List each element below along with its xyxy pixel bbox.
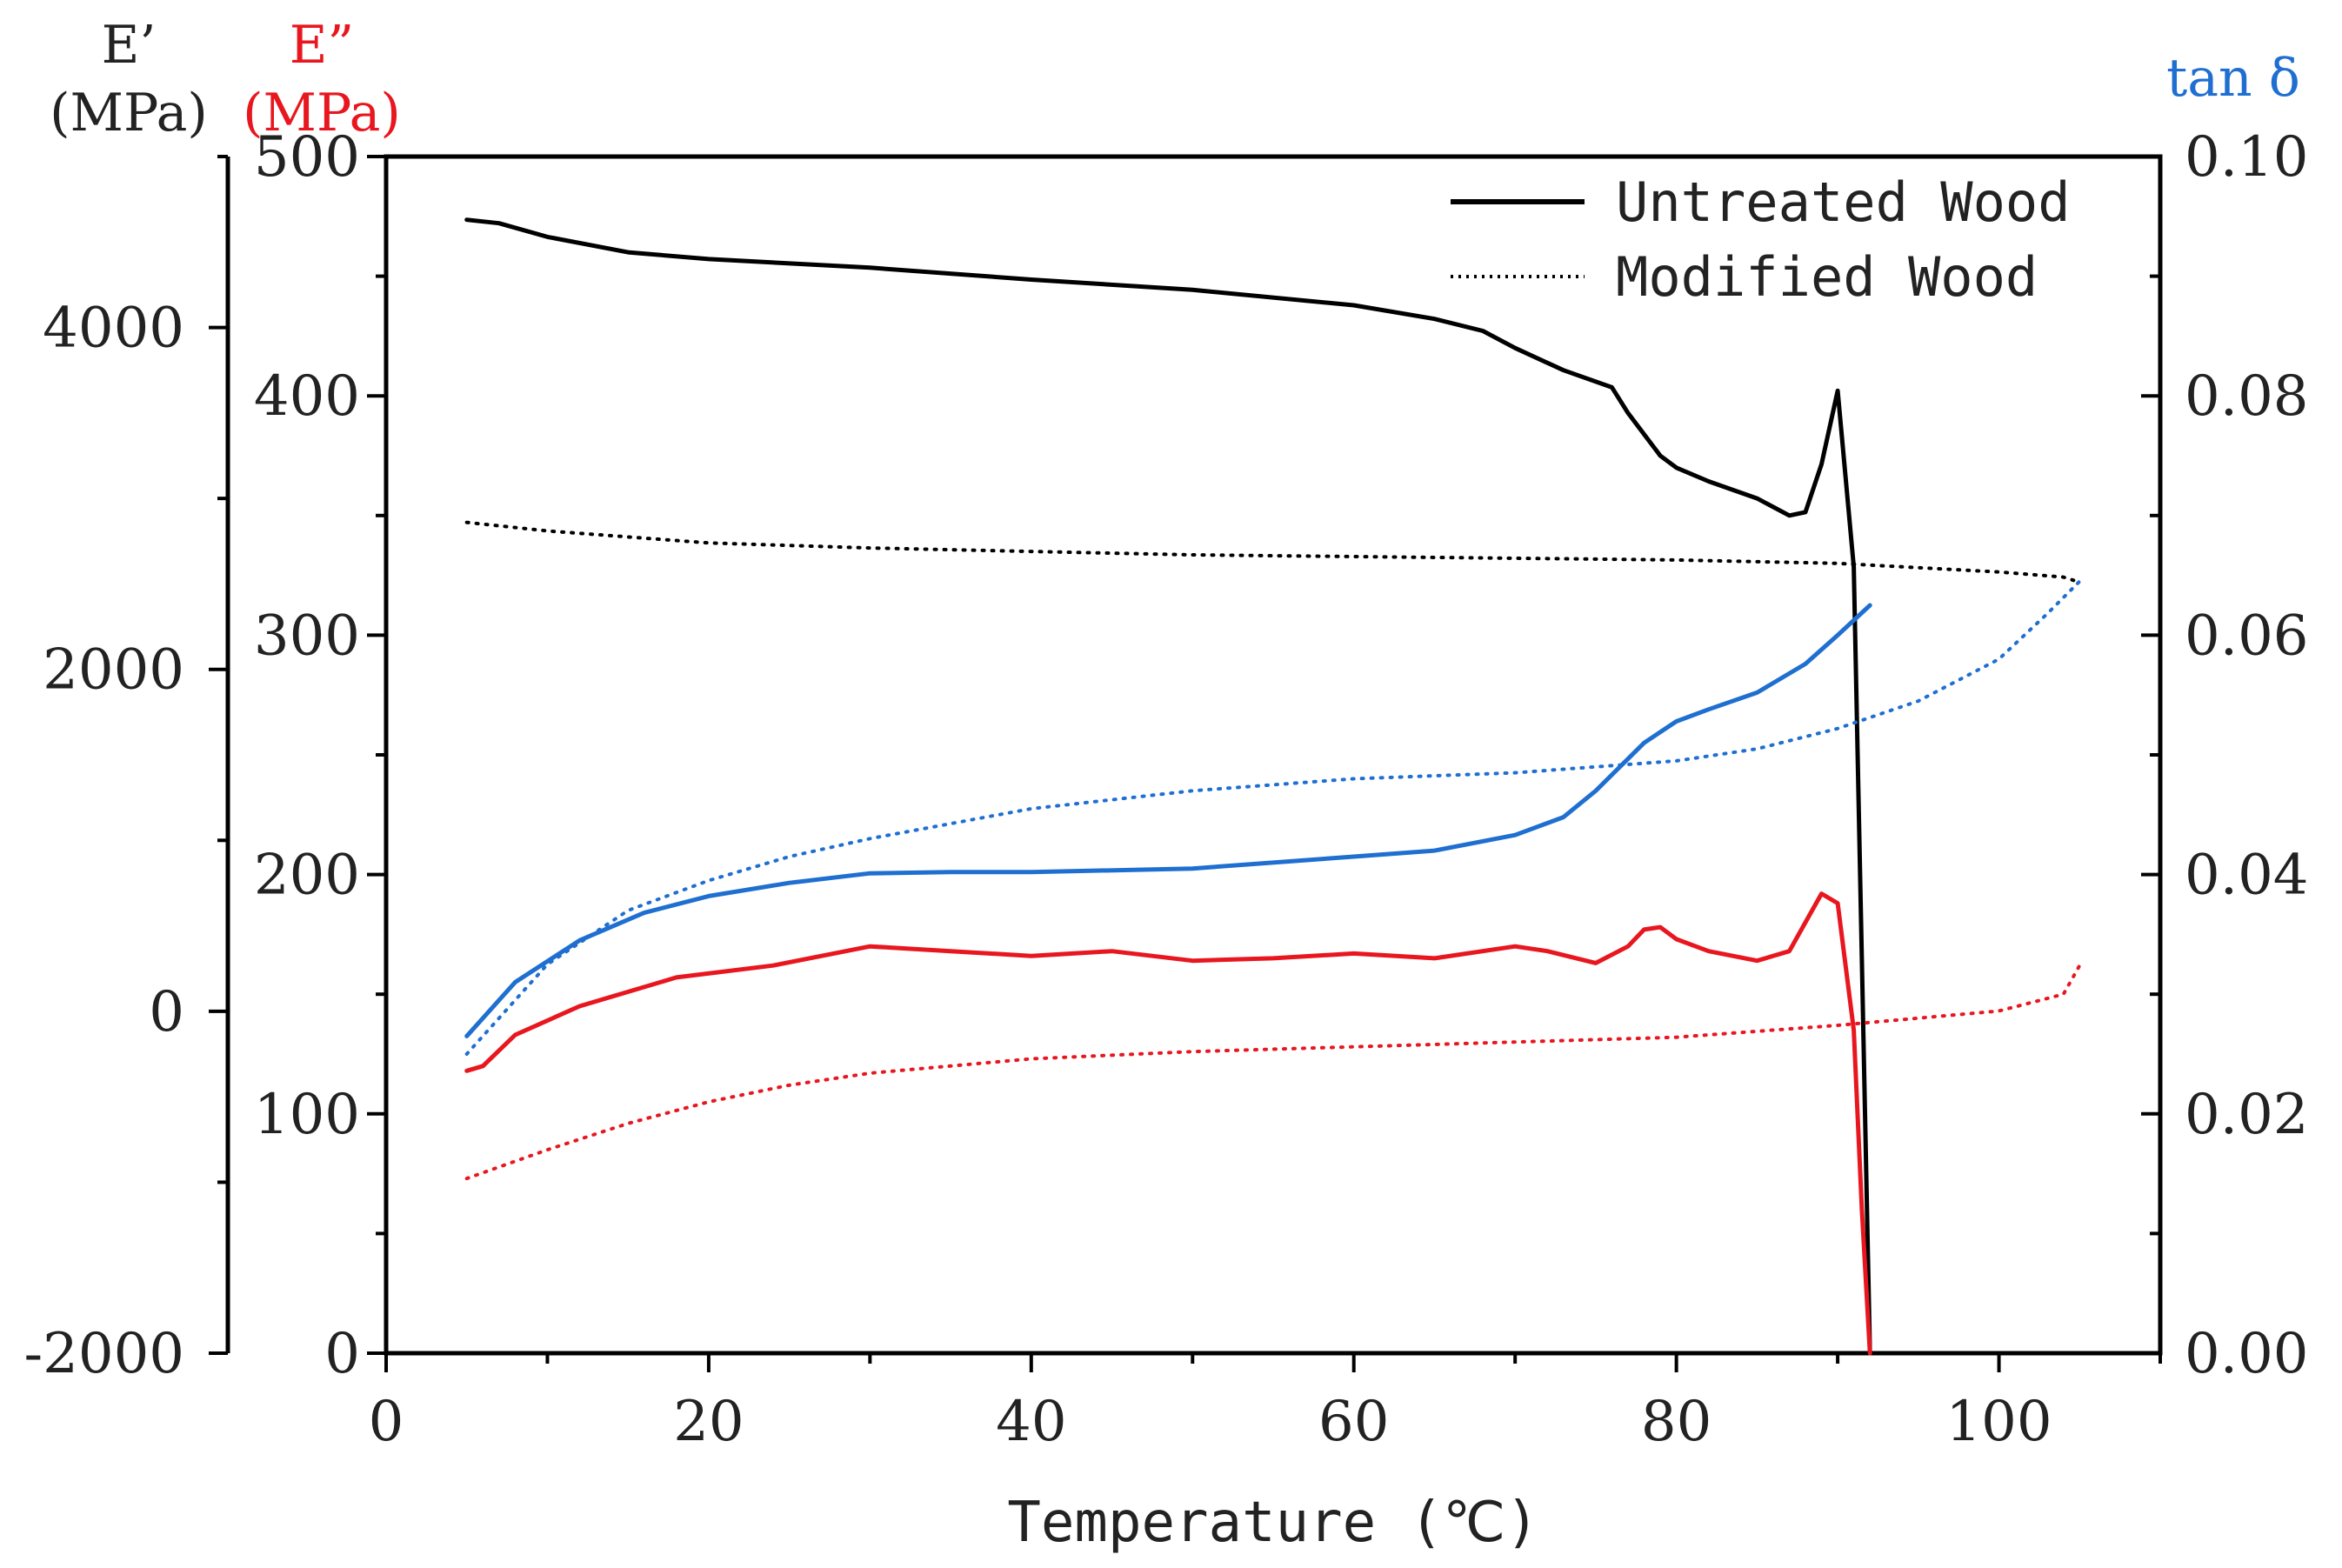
x-tick-label: 100: [1945, 1390, 2052, 1454]
x-axis-title: Temperature (℃): [1007, 1491, 1538, 1555]
series-line-untreated-wood-tan: [464, 603, 1872, 1038]
tan-delta-tick-label: 0.08: [2185, 364, 2309, 429]
e-loss-tick-label: 300: [254, 604, 360, 668]
plot-frame: [384, 154, 2163, 1356]
e-storage-tick-label: 2000: [43, 638, 184, 703]
e-storage-tick-label: 4000: [43, 297, 184, 361]
e-loss-tick-label: 500: [254, 125, 360, 190]
tan-delta-tick-label: 0.10: [2185, 125, 2309, 190]
x-tick-label: 20: [673, 1390, 744, 1454]
e-storage-axis-ticks: -2000 0 2000 4000: [24, 155, 228, 1386]
e-storage-tick-label: -2000: [24, 1322, 185, 1386]
x-tick-label: 60: [1318, 1390, 1389, 1454]
tan-delta-axis-ticks: 0.00 0.02 0.04 0.06 0.08 0.10: [2141, 125, 2309, 1386]
series-line-untreated-wood-e: [464, 891, 1872, 1356]
e-loss-tick-label: 400: [254, 364, 360, 429]
series-line-untreated-wood-e: [464, 217, 1872, 1356]
legend-label-untreated: Untreated Wood: [1616, 170, 2071, 234]
e-loss-tick-label: 100: [254, 1083, 360, 1147]
tan-delta-tick-label: 0.06: [2185, 604, 2309, 668]
e-storage-axis-unit: (MPa): [50, 83, 208, 143]
e-loss-axis-title: E”: [290, 15, 354, 76]
tan-delta-tick-label: 0.04: [2185, 844, 2309, 908]
tan-delta-tick-label: 0.00: [2185, 1322, 2309, 1386]
x-axis-ticks: 0 20 40 60 80 100: [369, 1353, 2162, 1454]
legend-label-modified: Modified Wood: [1616, 245, 2038, 309]
series-line-modified-wood-tan: [464, 579, 2082, 1056]
tan-delta-tick-label: 0.02: [2185, 1083, 2309, 1147]
e-storage-tick-label: 0: [149, 980, 184, 1044]
series-line-modified-wood-e: [464, 964, 2082, 1181]
legend: Untreated Wood Modified Wood: [1451, 170, 2071, 309]
x-tick-label: 80: [1641, 1390, 1711, 1454]
e-loss-axis-unit: (MPa): [243, 83, 401, 143]
tan-delta-axis-title: tan δ: [2166, 48, 2300, 109]
x-tick-label: 40: [996, 1390, 1066, 1454]
e-storage-axis-title: E’: [102, 15, 157, 76]
series-layer: [464, 217, 2082, 1356]
x-tick-label: 0: [369, 1390, 404, 1454]
series-line-modified-wood-e: [464, 520, 2082, 584]
e-loss-tick-label: 0: [324, 1322, 360, 1386]
e-loss-tick-label: 200: [254, 844, 360, 908]
e-loss-axis-ticks: 0 100 200 300 400 500: [254, 125, 386, 1386]
